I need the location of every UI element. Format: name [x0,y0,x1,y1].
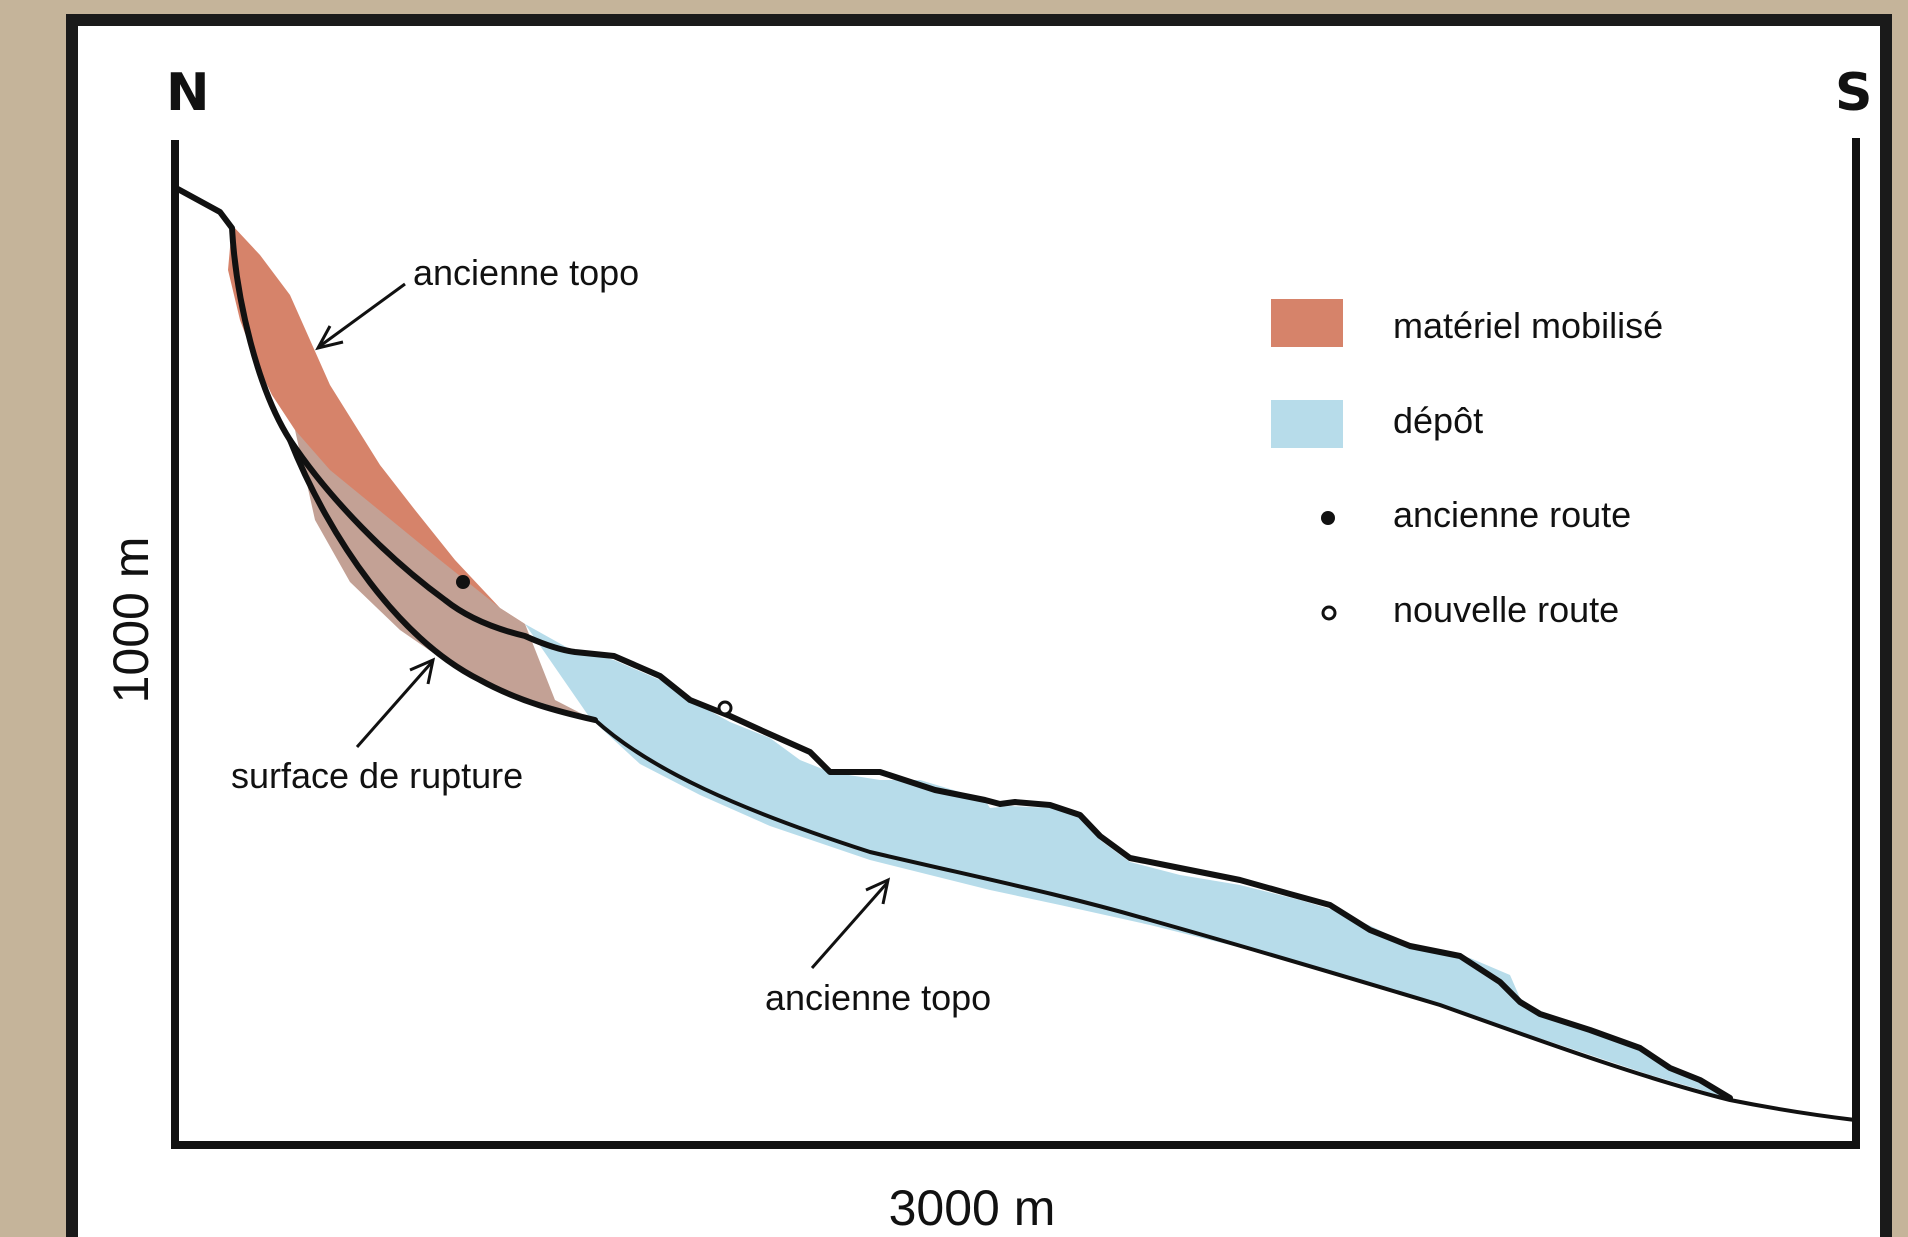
arrow-old-topo-top [315,282,406,351]
legend-label-old-road: ancienne route [1393,494,1631,535]
rupture-surface-line [287,437,598,723]
new-road-marker [717,700,733,716]
north-label: N [166,63,210,123]
arrow-rupture-surface [355,657,436,748]
legend-swatch-mobilized [1271,299,1343,347]
legend-swatch-deposit [1271,400,1343,448]
figure-frame [66,14,1892,1237]
arrow-old-topo-bottom [810,877,891,969]
legend: matériel mobilisé dépôt ancienne route n… [1271,299,1663,630]
horizontal-scale-label: 3000 m [889,1180,1056,1236]
old-topo-bottom-label: ancienne topo [765,977,991,1018]
current-topography-line [173,185,1733,1101]
legend-label-deposit: dépôt [1393,400,1483,441]
overlap-area [295,430,590,718]
rupture-surface-label: surface de rupture [231,755,523,796]
legend-label-mobilized: matériel mobilisé [1393,305,1663,346]
south-label: S [1835,63,1872,123]
old-topography-line [593,718,1857,1122]
mobilized-material-area [228,225,525,624]
legend-new-road-marker [1321,605,1337,621]
deposit-area [525,624,1735,1100]
legend-old-road-marker [1321,511,1335,525]
old-road-marker [456,575,470,589]
vertical-scale-label: 1000 m [103,537,159,704]
old-topo-top-label: ancienne topo [413,252,639,293]
legend-label-new-road: nouvelle route [1393,589,1619,630]
